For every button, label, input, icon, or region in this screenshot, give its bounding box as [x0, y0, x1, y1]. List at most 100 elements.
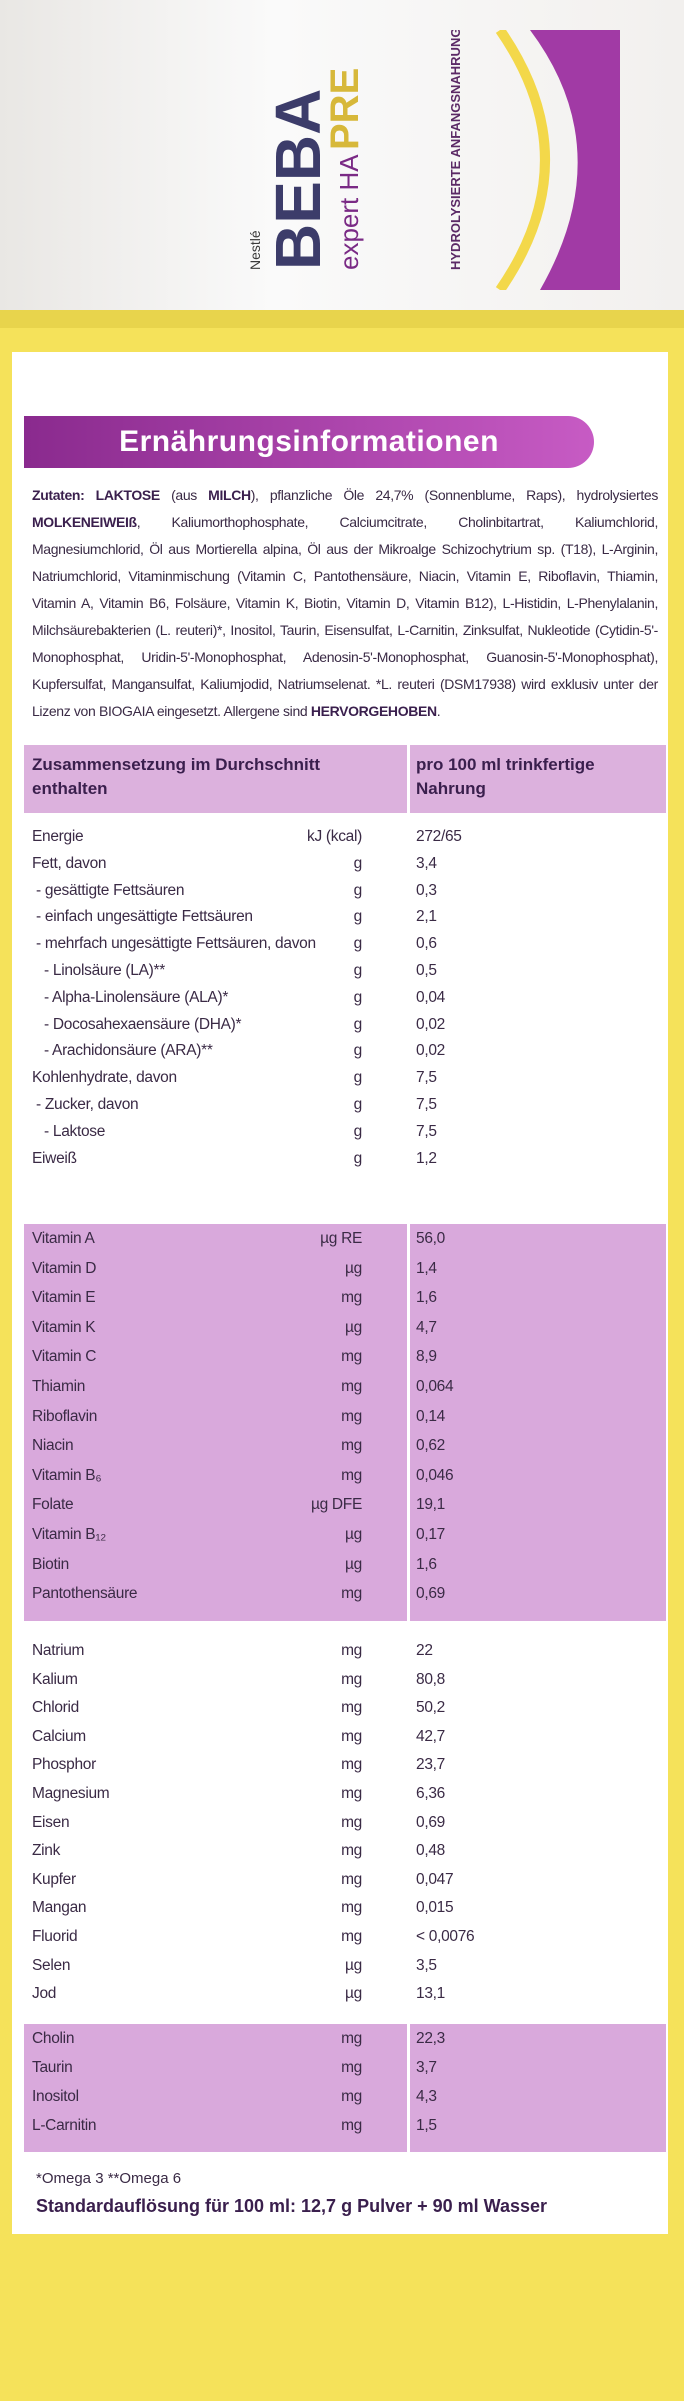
nutrient-name: Kalium [32, 1670, 78, 1688]
unit: mg [341, 1670, 362, 1688]
unit: µg [345, 1526, 362, 1543]
unit: µg [345, 1555, 362, 1573]
unit: mg [341, 1785, 362, 1802]
nutrient-name: - Docosahexaensäure (DHA)* [32, 1015, 242, 1033]
nutrient-name: Kupfer [32, 1870, 76, 1888]
nutrient-name: Energie [32, 828, 84, 845]
value: 56,0 [416, 1230, 445, 1247]
unit: mg [341, 1642, 362, 1659]
ingredients: Zutaten: LAKTOSE (aus MILCH), pflanzlich… [32, 482, 658, 725]
value: 23,7 [416, 1756, 445, 1774]
footnote: *Omega 3 **Omega 6 [36, 2170, 182, 2187]
nutrient-name: Niacin [32, 1437, 74, 1455]
nutrient-name: Eiweiß [32, 1149, 77, 1167]
nutrient-name: - Arachidonsäure (ARA)** [32, 1042, 213, 1060]
value: 0,04 [416, 988, 445, 1006]
unit: mg [341, 1899, 362, 1917]
unit: g [353, 1122, 363, 1140]
unit: g [353, 1069, 363, 1087]
value: 42,7 [416, 1727, 445, 1745]
side-text: HYDROLYSIERTE ANFANGSNAHRUNG von Geburt … [448, 30, 463, 270]
unit: g [353, 1015, 363, 1033]
value: 0,02 [416, 1015, 445, 1033]
unit: µg [345, 1956, 362, 1974]
unit: mg [341, 1348, 362, 1366]
divider [407, 2024, 410, 2152]
nutrient-name: Eisen [32, 1813, 70, 1831]
ingredient-part: MOLKENEIWEIß [32, 514, 137, 530]
unit: g [353, 908, 363, 926]
unit: mg [341, 1585, 362, 1603]
value: 0,69 [416, 1585, 445, 1603]
divider [407, 1224, 410, 1621]
unit: g [353, 935, 363, 953]
unit: mg [341, 2059, 362, 2076]
nutrient-name: Biotin [32, 1555, 69, 1573]
unit: mg [341, 1842, 362, 1860]
value: 22 [416, 1642, 433, 1659]
unit: mg [341, 1699, 362, 1717]
value: 0,047 [416, 1870, 454, 1888]
table-group: Natrium mg 22 Kalium mg 80,8 Chlorid mg 50,2 Calc… [24, 1636, 666, 2020]
nutrient-name: - einfach ungesättigte Fettsäuren [32, 908, 253, 926]
table-group: Vitamin A µg RE 56,0 Vitamin D µg 1,4 Vitamin … [24, 1224, 666, 1621]
unit: mg [341, 1727, 362, 1745]
value: < 0,0076 [416, 1928, 475, 1945]
value: 3,4 [416, 854, 437, 872]
nutrient-name: Fluorid [32, 1928, 78, 1945]
nutrient-name: Thiamin [32, 1378, 86, 1395]
value: 2,1 [416, 908, 437, 926]
unit: µg [345, 1985, 362, 2003]
value: 0,3 [416, 881, 437, 899]
nutrient-name: Calcium [32, 1727, 86, 1745]
unit: mg [341, 1466, 362, 1484]
nutrient-name: Folate [32, 1496, 74, 1514]
value: 19,1 [416, 1496, 445, 1514]
ingredient-part: , Kaliumorthophosphate, Calciumcitrate, … [32, 514, 658, 719]
unit: mg [341, 1378, 362, 1395]
standard: Standardauflösung für 100 ml: 12,7 g Pul… [36, 2196, 548, 2216]
ingredient-part: (aus [159, 487, 209, 503]
table-group: Cholin mg 22,3 Taurin mg 3,7 Inositol mg 4,3 L-Ca… [24, 2024, 666, 2152]
value: 22,3 [416, 2030, 445, 2047]
nutrient-name: Magnesium [32, 1785, 110, 1802]
ingredient-part: Zutaten: LAKTOSE [32, 487, 160, 503]
unit: mg [341, 2088, 362, 2105]
header-left: Zusammensetzung im Durchschnitt enthalte… [32, 755, 321, 798]
nutrient-name: Vitamin B₁₂ [32, 1526, 106, 1543]
package-top: Nestlé BEBA expert HA PRE HYDROLYSIERTE … [0, 0, 684, 328]
unit: mg [341, 2030, 362, 2047]
unit: mg [341, 1813, 362, 1831]
unit: µg [345, 1318, 362, 1336]
nutrient-name: Vitamin A [32, 1230, 95, 1247]
unit: µg DFE [310, 1496, 362, 1514]
divider [407, 745, 410, 813]
value: 272/65 [416, 828, 462, 845]
brand: BEBA [262, 89, 334, 270]
nutrient-name: Vitamin D [32, 1259, 97, 1277]
unit: mg [341, 1289, 362, 1307]
nutrient-name: Vitamin C [32, 1348, 97, 1366]
nutrient-name: Phosphor [32, 1756, 96, 1774]
nutrient-name: Selen [32, 1956, 71, 1974]
unit: µg RE [320, 1230, 362, 1247]
nutrient-name: - gesättigte Fettsäuren [32, 881, 185, 899]
nutrient-name: Vitamin E [32, 1289, 96, 1307]
value: 0,6 [416, 935, 437, 953]
value: 1,6 [416, 1555, 437, 1573]
value: 0,5 [416, 962, 437, 979]
table-header: Zusammensetzung im Durchschnitt enthalte… [24, 745, 666, 813]
nutrient-name: Cholin [32, 2030, 75, 2047]
nutrient-name: Pantothensäure [32, 1585, 138, 1603]
nutrient-name: Vitamin K [32, 1318, 96, 1336]
variant: PRE [323, 68, 367, 150]
logo: Nestlé BEBA expert HA PRE HYDROLYSIERTE … [247, 30, 620, 290]
table-group: Energie kJ (kcal) 272/65 Fett, davon g 3,4 - … [24, 822, 666, 1182]
value: 0,48 [416, 1842, 445, 1860]
unit: g [353, 881, 363, 899]
title: Ernährungsinformationen [24, 416, 594, 468]
value: 0,14 [416, 1407, 445, 1425]
value: 0,046 [416, 1466, 454, 1484]
nutrient-name: Inositol [32, 2088, 79, 2105]
